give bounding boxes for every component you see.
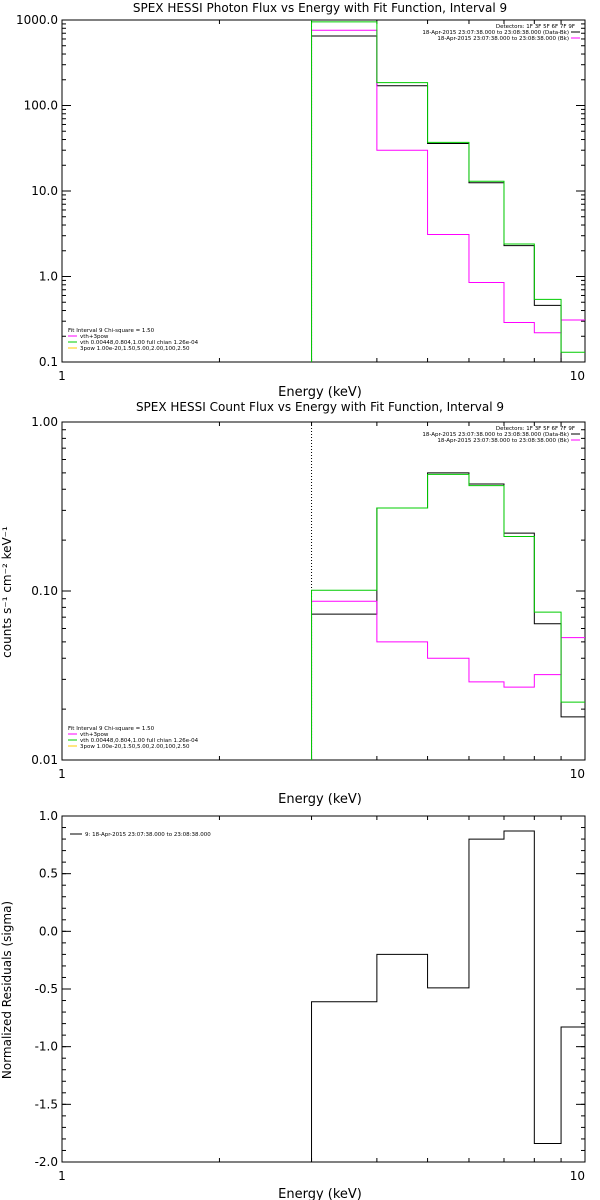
legend-entry-label: 18-Apr-2015 23:07:38.000 to 23:08:38.000…	[437, 36, 569, 42]
fit-legend-label: vth+3pow	[80, 334, 109, 340]
legend-header: Detectors: 1F 3F 5F 6F 7F 9F	[496, 24, 575, 30]
fit-legend-header: Fit Interval 9 Chi-square = 1.50	[68, 726, 155, 732]
legend-entry-label: 18-Apr-2015 23:07:38.000 to 23:08:38.000…	[437, 438, 569, 444]
y-tick-label: 0.5	[39, 867, 58, 881]
count-flux-panel: SPEX HESSI Count Flux vs Energy with Fit…	[0, 400, 586, 807]
x-tick-label: 1	[58, 1169, 66, 1183]
y-tick-label: -0.5	[35, 982, 58, 996]
y-tick-label: 0.1	[39, 355, 58, 369]
count-flux-title: SPEX HESSI Count Flux vs Energy with Fit…	[136, 400, 504, 414]
legend-entry-label: 9: 18-Apr-2015 23:07:38.000 to 23:08:38.…	[85, 832, 211, 838]
series-step-line-2	[311, 473, 585, 760]
y-tick-label: 0.0	[39, 924, 58, 938]
photon-flux-title: SPEX HESSI Photon Flux vs Energy with Fi…	[133, 1, 507, 15]
legend-entry-label: 18-Apr-2015 23:07:38.000 to 23:08:38.000…	[422, 432, 569, 438]
fit-legend-label: vth 0.00448,0.804,1.00 full chian 1.26e-…	[80, 738, 199, 744]
residuals-xlabel: Energy (keV)	[278, 1187, 362, 1200]
count-flux-xlabel: Energy (keV)	[278, 792, 362, 807]
legend-header: Detectors: 1F 3F 5F 6F 7F 9F	[496, 426, 575, 432]
fit-legend-label: 3pow 1.00e-20,1.50,5.00,2.00,100,2.50	[80, 744, 190, 750]
residuals-panel: Energy (keV) Normalized Residuals (sigma…	[0, 809, 586, 1200]
y-tick-label: -2.0	[35, 1155, 58, 1169]
y-tick-label: 1.0	[39, 270, 58, 284]
x-tick-label: 1	[58, 767, 66, 781]
residuals-ylabel: Normalized Residuals (sigma)	[0, 901, 14, 1079]
y-tick-label: 1.0	[39, 809, 58, 823]
y-tick-label: 1000.0	[16, 13, 58, 27]
x-tick-label: 10	[570, 1169, 585, 1183]
fit-legend-label: 3pow 1.00e-20,1.50,5.00,2.00,100,2.50	[80, 346, 190, 352]
y-tick-label: -1.0	[35, 1040, 58, 1054]
x-tick-label: 1	[58, 369, 66, 383]
x-tick-label: 10	[570, 767, 585, 781]
series-step-line-2	[311, 21, 585, 362]
y-tick-label: 10.0	[31, 184, 58, 198]
count-flux-ylabel: counts s⁻¹ cm⁻² keV⁻¹	[0, 526, 14, 658]
x-tick-label: 10	[570, 369, 585, 383]
y-tick-label: 0.10	[31, 584, 58, 598]
legend-entry-label: 18-Apr-2015 23:07:38.000 to 23:08:38.000…	[422, 30, 569, 36]
y-tick-label: -1.5	[35, 1097, 58, 1111]
series-step-line-0	[311, 830, 585, 1162]
photon-flux-xlabel: Energy (keV)	[278, 385, 362, 400]
photon-flux-panel: SPEX HESSI Photon Flux vs Energy with Fi…	[16, 1, 586, 400]
fit-legend-label: vth+3pow	[80, 732, 109, 738]
y-tick-label: 0.01	[31, 753, 58, 767]
y-tick-label: 1.00	[31, 415, 58, 429]
y-tick-label: 100.0	[24, 99, 58, 113]
fit-legend-label: vth 0.00448,0.804,1.00 full chian 1.26e-…	[80, 340, 199, 346]
series-step-line-1	[311, 600, 585, 760]
fit-legend-header: Fit Interval 9 Chi-square = 1.50	[68, 328, 155, 334]
